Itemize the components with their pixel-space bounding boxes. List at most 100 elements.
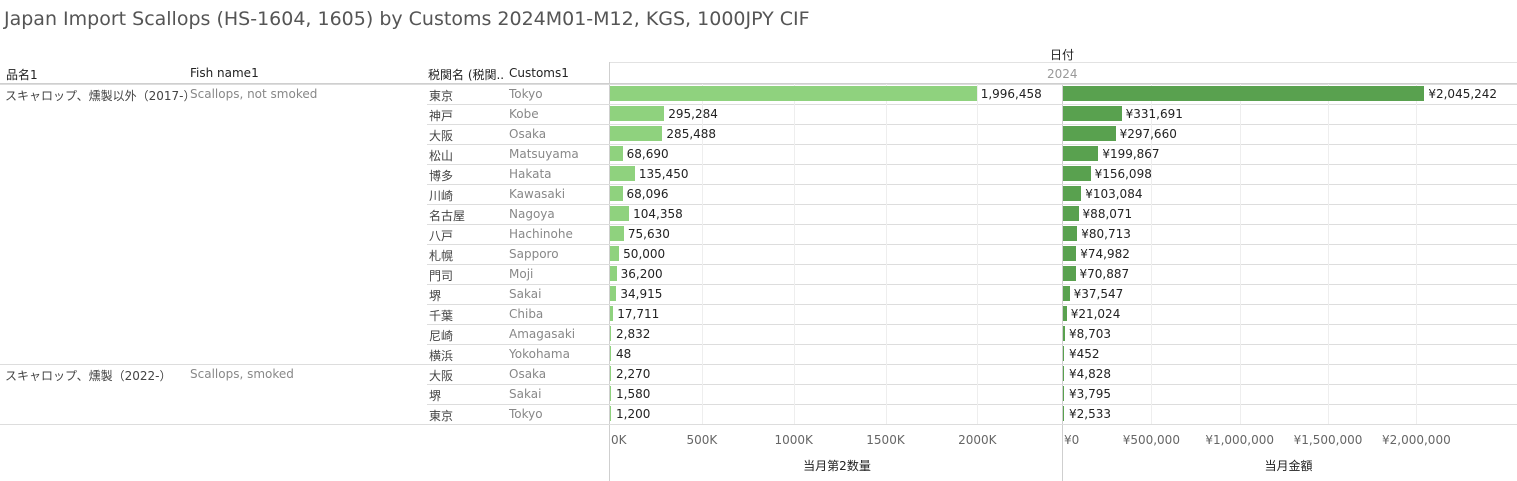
quantity-bar[interactable] <box>610 366 611 381</box>
amount-value-label: ¥3,795 <box>1069 387 1111 401</box>
axis-tick-label: ¥2,000,000 <box>1382 433 1451 447</box>
row-divider <box>427 124 1517 125</box>
header-customs-en[interactable]: Customs1 <box>509 66 569 80</box>
customs-name-jp: 尼崎 <box>429 329 454 343</box>
customs-name-jp: 八戸 <box>429 229 454 243</box>
quantity-value-label: 2,832 <box>616 327 651 341</box>
amount-value-label: ¥4,828 <box>1069 367 1111 381</box>
customs-name-jp: 大阪 <box>429 129 454 143</box>
axis-tick-label: 0K <box>611 433 627 447</box>
customs-name-jp: 大阪 <box>429 369 454 383</box>
axis-tick-label: ¥500,000 <box>1122 433 1180 447</box>
amount-bar[interactable] <box>1063 126 1116 141</box>
customs-name-jp: 東京 <box>429 409 454 423</box>
quantity-bar[interactable] <box>610 326 611 341</box>
amount-bar[interactable] <box>1063 286 1070 301</box>
amount-bar[interactable] <box>1063 366 1064 381</box>
row-divider <box>0 84 1517 85</box>
row-divider <box>427 144 1517 145</box>
quantity-bar[interactable] <box>610 186 623 201</box>
customs-name-en: Moji <box>509 267 534 281</box>
quantity-bar[interactable] <box>610 346 611 361</box>
row-divider <box>427 344 1517 345</box>
customs-name-en: Sakai <box>509 287 542 301</box>
axis-tick-label: ¥0 <box>1064 433 1080 447</box>
quantity-bar[interactable] <box>610 406 611 421</box>
quantity-bar[interactable] <box>610 206 630 221</box>
quantity-bar[interactable] <box>610 226 624 241</box>
quantity-bar[interactable] <box>610 306 614 321</box>
quantity-value-label: 1,996,458 <box>980 87 1042 101</box>
customs-name-en: Sakai <box>509 387 542 401</box>
amount-value-label: ¥8,703 <box>1069 327 1111 341</box>
amount-bar[interactable] <box>1063 246 1077 261</box>
axis-tick-label: 2000K <box>958 433 997 447</box>
amount-bar[interactable] <box>1063 166 1091 181</box>
product-name: スキャロップ、燻製以外（2017-） <box>5 89 196 103</box>
amount-bar[interactable] <box>1063 226 1078 241</box>
quantity-bar[interactable] <box>610 286 617 301</box>
quantity-value-label: 1,580 <box>616 387 651 401</box>
header-fish-name[interactable]: Fish name1 <box>190 66 259 80</box>
amount-value-label: ¥452 <box>1069 347 1100 361</box>
quantity-value-label: 34,915 <box>620 287 663 301</box>
row-divider <box>427 384 1517 385</box>
customs-name-en: Tokyo <box>509 407 543 421</box>
customs-name-jp: 横浜 <box>429 349 454 363</box>
row-divider <box>427 264 1517 265</box>
axis-title: 当月金額 <box>1264 459 1313 473</box>
quantity-bar[interactable] <box>610 266 617 281</box>
amount-value-label: ¥21,024 <box>1070 307 1121 321</box>
customs-name-jp: 堺 <box>429 289 442 303</box>
amount-bar[interactable] <box>1063 106 1122 121</box>
amount-bar[interactable] <box>1063 186 1082 201</box>
amount-bar[interactable] <box>1063 306 1067 321</box>
quantity-bar[interactable] <box>610 246 620 261</box>
axis-tick-label: 500K <box>686 433 718 447</box>
quantity-value-label: 285,488 <box>666 127 717 141</box>
amount-value-label: ¥2,045,242 <box>1428 87 1498 101</box>
quantity-value-label: 68,690 <box>626 147 669 161</box>
amount-bar[interactable] <box>1063 266 1076 281</box>
row-divider <box>0 424 1517 425</box>
product-name: スキャロップ、燻製（2022-） <box>5 369 172 383</box>
amount-bar[interactable] <box>1063 406 1064 421</box>
amount-bar[interactable] <box>1063 206 1079 221</box>
panel-divider-middle <box>1062 84 1063 481</box>
quantity-bar[interactable] <box>610 166 635 181</box>
amount-bar[interactable] <box>1063 386 1064 401</box>
amount-value-label: ¥88,071 <box>1082 207 1133 221</box>
amount-bar[interactable] <box>1063 326 1065 341</box>
fish-name: Scallops, not smoked <box>190 87 318 101</box>
axis-tick-label: 1500K <box>866 433 905 447</box>
header-date[interactable]: 日付 <box>1050 48 1075 62</box>
amount-value-label: ¥103,084 <box>1085 187 1143 201</box>
customs-name-jp: 堺 <box>429 389 442 403</box>
amount-value-label: ¥2,533 <box>1069 407 1111 421</box>
gridline <box>1416 84 1418 424</box>
quantity-value-label: 1,200 <box>616 407 651 421</box>
row-divider <box>427 324 1517 325</box>
quantity-bar[interactable] <box>610 106 665 121</box>
header-customs-jp[interactable]: 税関名 (税関.. <box>428 68 505 82</box>
customs-name-jp: 松山 <box>429 149 454 163</box>
row-divider <box>427 244 1517 245</box>
gridline <box>793 84 795 424</box>
quantity-bar[interactable] <box>610 86 977 101</box>
quantity-bar[interactable] <box>610 386 611 401</box>
axis-tick-label: 1000K <box>774 433 813 447</box>
amount-bar[interactable] <box>1063 346 1064 361</box>
header-product-jp[interactable]: 品名1 <box>6 68 38 82</box>
amount-value-label: ¥297,660 <box>1119 127 1177 141</box>
customs-name-en: Nagoya <box>509 207 555 221</box>
amount-bar[interactable] <box>1063 86 1425 101</box>
customs-name-en: Sapporo <box>509 247 559 261</box>
row-divider <box>427 404 1517 405</box>
amount-value-label: ¥156,098 <box>1094 167 1152 181</box>
axis-tick-label: ¥1,500,000 <box>1293 433 1363 447</box>
quantity-bar[interactable] <box>610 126 663 141</box>
quantity-bar[interactable] <box>610 146 623 161</box>
customs-name-jp: 東京 <box>429 89 454 103</box>
amount-value-label: ¥199,867 <box>1102 147 1160 161</box>
amount-bar[interactable] <box>1063 146 1099 161</box>
